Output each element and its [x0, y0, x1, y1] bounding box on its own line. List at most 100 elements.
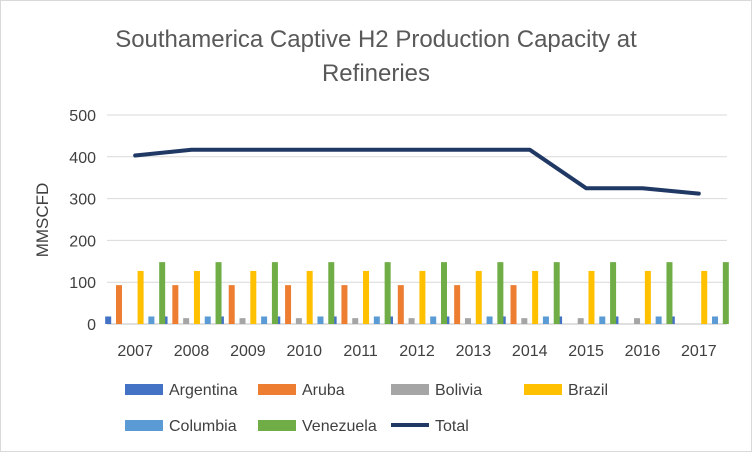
legend-swatch — [391, 384, 429, 395]
bar-brazil-2013 — [475, 270, 482, 324]
x-tick-label: 2013 — [456, 343, 492, 360]
bar-brazil-2009 — [250, 270, 257, 324]
total-line-layer — [133, 147, 701, 196]
series-aruba — [115, 285, 517, 324]
bar-venezuela-2012 — [441, 262, 447, 324]
chart-title-line-1: Southamerica Captive H2 Production Capac… — [115, 26, 637, 53]
bar-aruba-2007 — [115, 285, 122, 324]
bar-bolivia-2016 — [634, 318, 641, 324]
legend-label: Venezuela — [302, 418, 377, 435]
bar-columbia-2011 — [373, 316, 380, 324]
x-axis-ticks: 2007 2008 2009 2010 2011 2012 2013 2014 2015 2016… — [117, 343, 716, 360]
total-line — [133, 147, 701, 196]
x-tick-label: 2009 — [230, 343, 266, 360]
bar-aruba-2012 — [397, 285, 404, 324]
bar-venezuela-2011 — [384, 262, 391, 324]
x-tick-label: 2017 — [681, 343, 717, 360]
x-tick-label: 2012 — [399, 343, 435, 360]
bar-brazil-2011 — [363, 270, 370, 324]
series-venezuela — [159, 262, 729, 324]
bar-bolivia-2013 — [464, 318, 471, 324]
bars — [105, 262, 729, 324]
bar-columbia-2016 — [655, 316, 662, 324]
legend-item-aruba: Aruba — [258, 382, 345, 399]
legend-item-brazil: Brazil — [524, 382, 608, 399]
x-tick-label: 2007 — [117, 343, 153, 360]
bar-brazil-2007 — [137, 270, 144, 324]
bar-venezuela-2014 — [553, 262, 560, 324]
series-columbia — [148, 316, 719, 324]
bar-aruba-2013 — [454, 285, 461, 324]
legend-swatch — [258, 384, 296, 395]
y-tick-label: 300 — [69, 192, 96, 209]
x-tick-label: 2014 — [512, 343, 548, 360]
legend-swatch — [125, 420, 163, 431]
legend-swatch — [258, 420, 296, 431]
bar-venezuela-2013 — [497, 262, 504, 324]
bar-brazil-2016 — [644, 270, 651, 324]
legend-label: Argentina — [169, 382, 238, 399]
legend-item-bolivia: Bolivia — [391, 382, 482, 399]
bar-bolivia-2008 — [183, 318, 190, 324]
y-tick-label: 500 — [69, 108, 96, 125]
series-bolivia — [183, 318, 641, 324]
bar-bolivia-2009 — [239, 318, 246, 324]
y-axis-label: MMSCFD — [33, 183, 52, 258]
y-tick-label: 200 — [69, 233, 96, 250]
bar-columbia-2009 — [261, 316, 268, 324]
bar-columbia-2017 — [712, 316, 719, 324]
bar-aruba-2010 — [285, 285, 292, 324]
bar-columbia-2015 — [599, 316, 606, 324]
x-tick-label: 2016 — [625, 343, 661, 360]
bar-venezuela-2016 — [666, 262, 673, 324]
y-tick-label: 100 — [69, 275, 96, 292]
bar-venezuela-2008 — [215, 262, 222, 324]
bar-bolivia-2011 — [352, 318, 359, 324]
bar-brazil-2015 — [588, 270, 595, 324]
x-tick-label: 2011 — [343, 343, 378, 360]
y-tick-label: 400 — [69, 150, 96, 167]
legend-swatch — [524, 384, 562, 395]
legend-label: Columbia — [169, 418, 237, 435]
y-tick-label: 0 — [87, 317, 96, 334]
x-tick-label: 2010 — [286, 343, 322, 360]
bar-bolivia-2015 — [577, 318, 584, 324]
bar-brazil-2008 — [193, 270, 200, 324]
bar-venezuela-2015 — [610, 262, 617, 324]
bar-aruba-2009 — [228, 285, 235, 324]
bar-columbia-2010 — [317, 316, 324, 324]
legend-swatch — [125, 384, 163, 395]
legend-item-venezuela: Venezuela — [258, 418, 377, 435]
legend-item-argentina: Argentina — [125, 382, 238, 399]
bar-bolivia-2014 — [521, 318, 528, 324]
bar-venezuela-2009 — [271, 262, 278, 324]
bar-bolivia-2012 — [408, 318, 415, 324]
legend-label: Bolivia — [435, 382, 482, 399]
x-tick-label: 2008 — [174, 343, 210, 360]
legend-label: Brazil — [568, 382, 608, 399]
legend-item-total: Total — [391, 418, 469, 435]
bar-columbia-2013 — [486, 316, 493, 324]
gridlines — [107, 114, 727, 325]
bar-venezuela-2007 — [159, 262, 166, 324]
bar-aruba-2014 — [510, 285, 517, 324]
bar-columbia-2007 — [148, 316, 155, 324]
bar-columbia-2012 — [430, 316, 437, 324]
bar-bolivia-2010 — [295, 318, 302, 324]
series-brazil — [137, 270, 708, 324]
bar-columbia-2008 — [204, 316, 211, 324]
legend-item-columbia: Columbia — [125, 418, 237, 435]
bar-aruba-2008 — [172, 285, 179, 324]
bar-argentina-2007 — [105, 316, 112, 324]
y-axis-ticks: 0 100 200 300 400 500 — [69, 108, 96, 334]
bar-brazil-2012 — [419, 270, 426, 324]
bar-columbia-2014 — [542, 316, 549, 324]
legend-label: Aruba — [302, 382, 345, 399]
x-tick-label: 2015 — [568, 343, 604, 360]
bar-brazil-2017 — [701, 270, 708, 324]
bar-venezuela-2017 — [722, 262, 729, 324]
bar-aruba-2011 — [341, 285, 348, 324]
bar-venezuela-2010 — [328, 262, 335, 324]
